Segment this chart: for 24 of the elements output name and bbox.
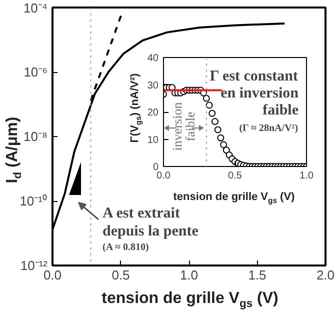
annotation: inversion faible [170, 102, 198, 151]
y-tick-label: 20 [147, 108, 159, 118]
annotation: Γ est constant en inversion faible [210, 68, 300, 118]
x-tick-label: 1.0 [300, 170, 314, 182]
annotation: (A ≈ 0.810) [102, 242, 149, 253]
x-axis-title: tension de grille V$_{gs}$ (V) [102, 290, 278, 310]
y-tick-label: 10⁻⁶ [24, 64, 48, 80]
x-axis-title: tension de grille V$_{gs}$ (V) [173, 190, 295, 206]
y-tick-label: 0 [152, 162, 159, 173]
y-tick-label: 10 [147, 134, 159, 146]
x-tick-label: 1.5 [248, 268, 266, 282]
y-tick-label: 10⁻¹⁰ [20, 194, 48, 208]
annotation: (Γ ≈ 28nA/V²) [239, 123, 298, 134]
x-tick-label: 2.0 [316, 268, 335, 282]
x-tick-label: 0.5 [112, 268, 130, 282]
x-tick-label: 0.5 [228, 170, 242, 182]
y-tick-label: 40 [147, 53, 159, 64]
x-tick-label: 1.0 [180, 268, 198, 282]
x-tick-label: 0.0 [43, 268, 62, 282]
annotation: A est extrait depuis la pente [102, 206, 199, 240]
y-tick-label: 10⁻⁸ [24, 129, 48, 144]
y-tick-label: 30 [147, 80, 159, 92]
y-tick-label: 10⁻⁴ [23, 0, 48, 16]
x-tick-label: 0.0 [156, 170, 171, 182]
